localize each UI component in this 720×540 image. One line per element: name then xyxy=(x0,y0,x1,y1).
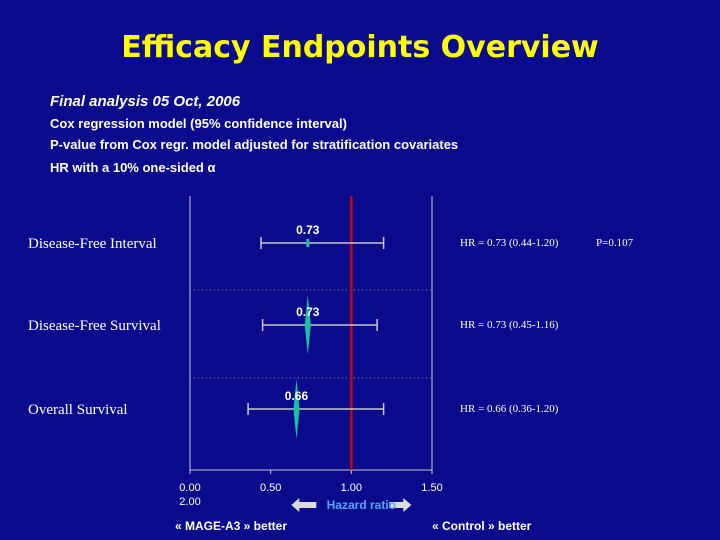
hr-value-label: 0.73 xyxy=(296,223,320,237)
row-label: Disease-Free Survival xyxy=(28,318,161,334)
x-axis-label: Hazard ratio xyxy=(327,498,396,512)
footer-right-label: « Control » better xyxy=(432,519,532,533)
page-title: Efficacy Endpoints Overview xyxy=(121,30,599,65)
hr-summary: HR = 0.73 (0.45-1.16) xyxy=(460,319,559,331)
hr-value-label: 0.66 xyxy=(285,389,309,403)
hr-estimate-marker xyxy=(293,379,300,439)
arrow-right-icon xyxy=(389,498,412,512)
x-tick-label: 0.00 xyxy=(179,482,200,494)
x-tick-label: 1.50 xyxy=(421,482,442,494)
note-model: Cox regression model (95% confidence int… xyxy=(50,116,347,131)
row-label: Overall Survival xyxy=(28,402,128,418)
hr-summary: HR = 0.66 (0.36-1.20) xyxy=(460,403,559,415)
hr-value-label: 0.73 xyxy=(296,305,320,319)
hr-estimate-marker xyxy=(306,239,310,247)
note-pvalue: P-value from Cox regr. model adjusted fo… xyxy=(50,137,459,152)
subtitle: Final analysis 05 Oct, 2006 xyxy=(50,93,241,110)
hr-summary: HR = 0.73 (0.44-1.20) xyxy=(460,237,559,249)
footer-left-label: « MAGE-A3 » better xyxy=(175,519,288,533)
arrow-left-icon xyxy=(291,498,317,512)
row-label: Disease-Free Interval xyxy=(28,236,157,252)
x-tick-label: 0.50 xyxy=(260,482,281,494)
x-tick-label-extra: 2.00 xyxy=(179,496,200,508)
p-value: P=0.107 xyxy=(596,237,634,249)
hr-estimate-marker xyxy=(304,295,311,355)
x-tick-label: 1.00 xyxy=(341,482,362,494)
note-alpha: HR with a 10% one-sided α xyxy=(50,160,216,175)
